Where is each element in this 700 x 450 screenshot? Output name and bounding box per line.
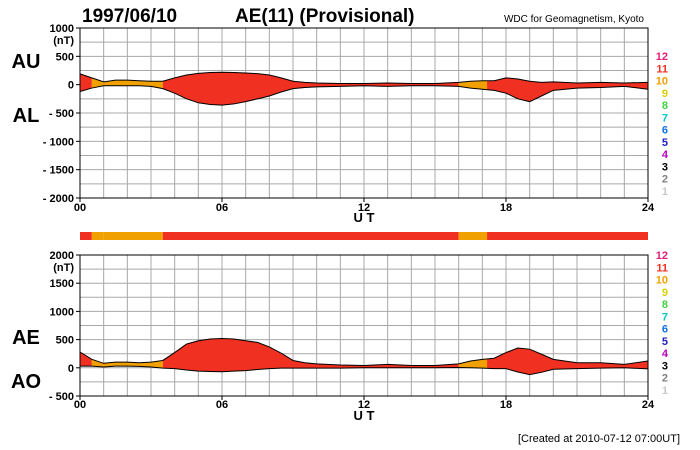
y-tick-label: 1500: [50, 278, 74, 290]
y-tick-label: - 1000: [43, 136, 74, 148]
x-tick-label: 18: [500, 399, 512, 411]
y-tick-label: 0: [68, 80, 74, 92]
y-tick-label: - 1500: [43, 165, 74, 177]
y-tick-label: 500: [56, 51, 74, 63]
y-tick-label: - 500: [49, 108, 74, 120]
station-coverage-segment: [103, 232, 163, 240]
legend-station-level: 2: [662, 373, 668, 385]
station-coverage-segment: [80, 232, 92, 240]
x-tick-label: 24: [642, 202, 655, 214]
y-tick-label: - 500: [49, 391, 74, 403]
legend-station-level: 7: [662, 112, 668, 124]
legend-station-level: 1: [662, 186, 668, 198]
legend-station-level: 11: [656, 262, 668, 274]
legend-station-level: 3: [662, 161, 668, 173]
station-coverage-segment: [458, 232, 488, 240]
y-tick-label: - 2000: [43, 193, 74, 205]
legend-station-level: 11: [656, 63, 668, 75]
y-unit-label: (nT): [53, 35, 74, 47]
legend-station-level: 2: [662, 174, 668, 186]
y-unit-label: (nT): [53, 262, 74, 274]
legend-station-level: 8: [662, 299, 668, 311]
x-tick-label: 24: [642, 399, 655, 411]
chart-title: AE(11) (Provisional): [235, 6, 415, 27]
series-line-ao: [80, 365, 649, 376]
y-tick-label: 500: [56, 335, 74, 347]
area-fill-segment: [80, 72, 92, 106]
legend-station-level: 10: [656, 76, 668, 88]
legend-station-level: 1: [662, 385, 668, 397]
x-tick-label: 00: [74, 399, 86, 411]
legend-station-level: 10: [656, 275, 668, 287]
legend-station-level: 4: [662, 348, 669, 360]
legend-station-level: 9: [662, 287, 668, 299]
x-tick-label: 12: [358, 202, 370, 214]
x-tick-label: 12: [358, 399, 370, 411]
x-tick-label: 18: [500, 202, 512, 214]
data-source-label: WDC for Geomagnetism, Kyoto: [504, 14, 644, 25]
station-coverage-segment: [487, 232, 648, 240]
series-label-au: AU: [12, 51, 41, 73]
legend-station-level: 3: [662, 360, 668, 372]
x-axis-label: U T: [354, 210, 375, 225]
x-tick-label: 06: [216, 399, 228, 411]
legend-station-level: 6: [662, 324, 668, 336]
x-tick-label: 00: [74, 202, 86, 214]
series-label-ao: AO: [11, 371, 41, 393]
x-axis-label: U T: [354, 408, 375, 423]
station-coverage-segment: [162, 232, 459, 240]
y-tick-label: 0: [68, 363, 74, 375]
legend-station-level: 6: [662, 125, 668, 137]
legend-station-level: 5: [662, 137, 668, 149]
station-coverage-segment: [91, 232, 104, 240]
y-tick-label: 1000: [50, 23, 74, 35]
legend-station-level: 7: [662, 311, 668, 323]
legend-station-level: 9: [662, 88, 668, 100]
series-label-ae: AE: [12, 327, 40, 349]
series-line-al: [79, 85, 649, 106]
y-tick-label: 1000: [50, 306, 74, 318]
x-tick-label: 06: [216, 202, 228, 214]
legend-station-level: 4: [662, 149, 669, 161]
series-line-ae: [79, 337, 649, 367]
series-line-au: [79, 71, 649, 85]
legend-station-level: 8: [662, 100, 668, 112]
series-label-al: AL: [13, 105, 40, 127]
area-fill-segment: [80, 338, 92, 375]
legend-station-level: 12: [656, 250, 668, 262]
legend-station-level: 5: [662, 336, 668, 348]
y-tick-label: 2000: [50, 250, 74, 262]
created-timestamp: [Created at 2010-07-12 07:00UT]: [518, 433, 680, 445]
legend-station-level: 12: [656, 51, 668, 63]
date-label: 1997/06/10: [82, 6, 177, 27]
